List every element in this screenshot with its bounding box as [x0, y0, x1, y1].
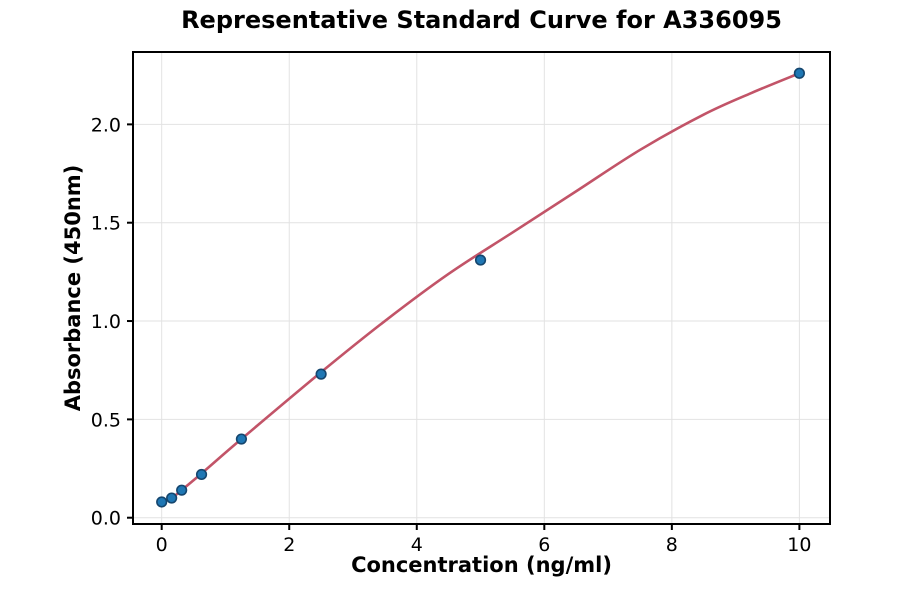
data-point — [195, 468, 208, 481]
x-tick-label: 4 — [411, 534, 423, 556]
data-point — [235, 433, 248, 445]
data-point — [793, 67, 805, 79]
axis-ticks — [127, 123, 801, 530]
y-axis-label: Absorbance (450nm) — [61, 164, 85, 412]
axes-frame — [132, 51, 831, 525]
data-points — [156, 67, 805, 508]
x-tick-label: 0 — [156, 534, 168, 556]
fit-curve — [173, 71, 801, 498]
x-tick-label: 10 — [787, 534, 811, 556]
x-axis-label: Concentration (ng/ml) — [351, 553, 612, 577]
data-point — [176, 484, 188, 496]
fit-curve-path — [173, 71, 801, 498]
chart-title: Representative Standard Curve for A33609… — [181, 6, 782, 34]
gridlines — [133, 52, 830, 524]
x-tick-label: 2 — [283, 534, 295, 556]
y-tick-label: 0.5 — [91, 409, 121, 431]
x-tick-label: 8 — [666, 534, 678, 556]
tick-labels: 0 2 4 6 8 10 0.0 0.5 1.0 1.5 2.0 — [91, 114, 812, 556]
data-point — [315, 368, 327, 380]
plot-frame — [132, 51, 831, 525]
x-tick-label: 6 — [538, 534, 550, 556]
data-point — [166, 492, 178, 504]
y-tick-label: 1.5 — [91, 213, 121, 235]
y-tick-label: 2.0 — [91, 114, 121, 136]
data-point — [474, 254, 487, 266]
y-tick-label: 0.0 — [91, 508, 121, 530]
data-point — [156, 496, 168, 508]
y-tick-label: 1.0 — [91, 311, 121, 333]
